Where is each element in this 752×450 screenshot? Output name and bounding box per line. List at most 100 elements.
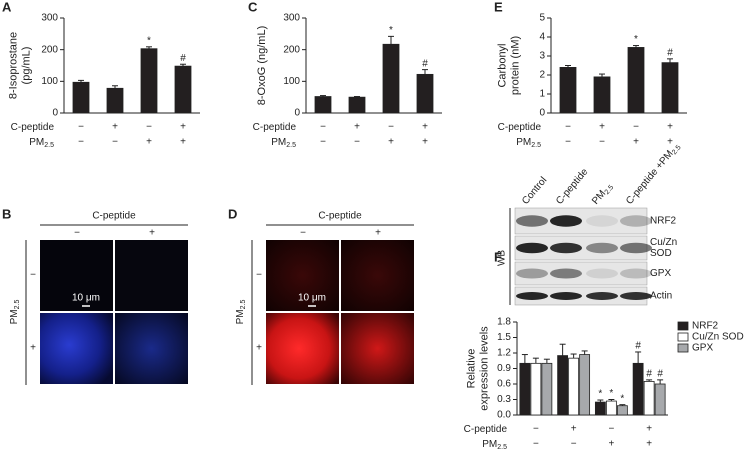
- blot-band: [550, 215, 582, 227]
- bar: [348, 96, 366, 114]
- condition-value: −: [571, 439, 577, 450]
- condition-value: −: [146, 122, 152, 133]
- condition-value: +: [354, 122, 360, 133]
- condition-value: +: [667, 137, 673, 148]
- condition-value: +: [422, 122, 428, 133]
- y-axis-label: 8-Isoprostane(pg/mL): [7, 32, 32, 99]
- condition-label-main: C-peptide: [11, 122, 55, 133]
- bar: [559, 67, 577, 114]
- y-axis-label-line: Carbonyl: [496, 43, 508, 87]
- bar: [519, 362, 531, 416]
- bar: [627, 47, 645, 114]
- y-tick-label: 0: [52, 108, 58, 119]
- y-tick-label: 1.2: [497, 348, 511, 359]
- condition-value: +: [146, 137, 152, 148]
- blot-band: [586, 242, 618, 254]
- bar: [541, 362, 553, 416]
- legend-swatch: [677, 321, 689, 331]
- y-tick-label: 300: [283, 13, 300, 24]
- y-tick-label: 2: [539, 70, 545, 81]
- y-tick-label: 0.0: [497, 410, 511, 421]
- error-bar: [619, 404, 626, 406]
- condition-value: −: [320, 122, 326, 133]
- micrograph: [341, 313, 414, 384]
- significance-marker: *: [609, 388, 613, 399]
- y-axis-label-line: 8-Isoprostane: [7, 32, 19, 99]
- column-value: −: [300, 228, 306, 239]
- significance-marker: #: [657, 369, 663, 380]
- bar: [605, 400, 617, 416]
- row-title: PM2.5: [235, 300, 247, 325]
- bar: [654, 383, 666, 416]
- bar: [530, 362, 542, 416]
- y-axis-label: Carbonylprotein (nM): [496, 36, 521, 95]
- significance-marker: #: [422, 58, 428, 69]
- lane-label-main: Control: [520, 175, 549, 207]
- y-tick-label: 0.6: [497, 379, 511, 390]
- condition-value: +: [112, 122, 118, 133]
- error-bar: [599, 73, 605, 77]
- condition-value: −: [78, 122, 84, 133]
- lane-label-main: C-peptide +PM: [624, 148, 675, 206]
- y-tick-label: 1.5: [497, 332, 511, 343]
- condition-value: −: [320, 137, 326, 148]
- condition-value: +: [599, 122, 605, 133]
- bar: [557, 355, 569, 416]
- blot-band: [516, 242, 548, 254]
- condition-value: +: [646, 439, 652, 450]
- condition-label-main: C-peptide: [498, 122, 542, 133]
- panel-label: A: [2, 0, 12, 14]
- bar: [616, 405, 628, 416]
- error-bar: [646, 379, 653, 382]
- significance-marker: *: [389, 25, 393, 36]
- condition-label: PM2.5: [516, 137, 541, 149]
- blot-band: [586, 268, 618, 279]
- bar: [643, 381, 655, 416]
- y-tick-label: 3: [539, 51, 545, 62]
- error-bar: [633, 45, 639, 48]
- y-tick-label: 0: [539, 108, 545, 119]
- condition-label-main: PM: [271, 137, 286, 148]
- condition-value: −: [633, 122, 639, 133]
- condition-label: C-peptide: [498, 122, 542, 133]
- condition-value: +: [180, 122, 186, 133]
- row-title: PM2.5: [9, 300, 21, 325]
- y-tick-label: 1.8: [497, 317, 511, 328]
- y-tick-label: 0.3: [497, 394, 511, 405]
- micrograph: [341, 240, 414, 311]
- error-bar: [570, 353, 577, 359]
- condition-label-main: PM: [516, 137, 531, 148]
- y-axis-label: 8-OxoG (ng/mL): [256, 26, 268, 105]
- condition-value: +: [571, 424, 577, 435]
- error-bar: [320, 95, 326, 97]
- lane-label: C-peptide: [554, 166, 591, 207]
- y-axis-label-line: (pg/mL): [20, 47, 32, 85]
- condition-value: −: [565, 137, 571, 148]
- panel-label: C: [248, 0, 258, 14]
- error-bar: [657, 379, 664, 384]
- error-bar: [388, 35, 394, 45]
- condition-label-sub: 2.5: [531, 142, 541, 149]
- y-tick-label: 100: [41, 76, 58, 87]
- bar: [661, 62, 679, 114]
- lane-label: C-peptide +PM2.5: [624, 141, 683, 208]
- condition-label: C-peptide: [464, 424, 508, 435]
- significance-marker: *: [598, 389, 602, 400]
- condition-value: −: [533, 424, 539, 435]
- column-title: C-peptide: [92, 211, 136, 222]
- error-bar: [608, 399, 615, 402]
- scale-bar-label: 10 μm: [72, 293, 100, 304]
- condition-value: +: [646, 424, 652, 435]
- error-bar: [565, 65, 571, 68]
- significance-marker: #: [646, 369, 652, 380]
- condition-value: −: [533, 439, 539, 450]
- condition-value: −: [354, 137, 360, 148]
- y-tick-label: 200: [283, 44, 300, 55]
- y-tick-label: 200: [41, 44, 58, 55]
- blot-band: [620, 215, 652, 227]
- condition-label: C-peptide: [253, 122, 297, 133]
- bar: [416, 73, 434, 114]
- y-tick-label: 5: [539, 13, 545, 24]
- error-bar: [422, 69, 428, 75]
